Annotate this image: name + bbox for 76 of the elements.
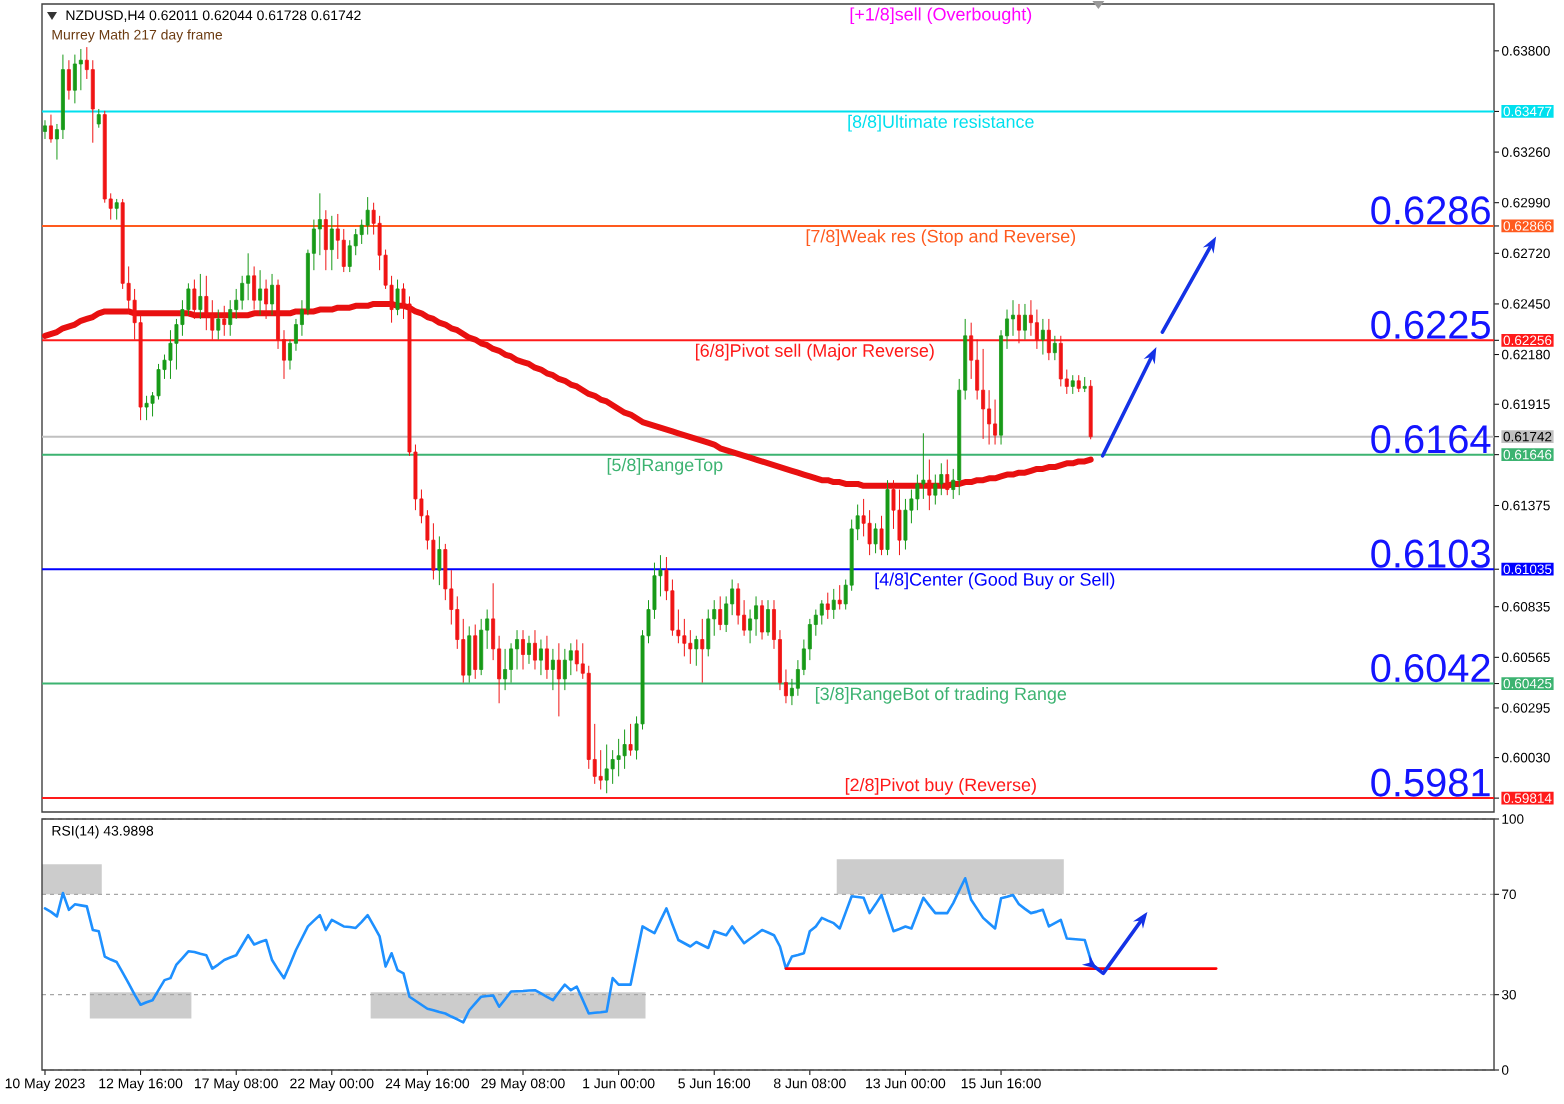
ref-line-label: [8/8]Ultimate resistance <box>848 114 1034 132</box>
candlestick <box>323 209 328 271</box>
candlestick <box>825 592 830 620</box>
ref-line-label: [5/8]RangeTop <box>607 458 723 475</box>
candlestick <box>724 595 729 633</box>
candlestick <box>395 279 400 316</box>
candlestick <box>556 642 561 717</box>
annotation: [+1/8]sell (Overbought) <box>850 7 1032 25</box>
candlestick <box>879 515 884 556</box>
candlestick <box>90 59 95 144</box>
candlestick <box>550 648 555 691</box>
candlestick <box>43 119 47 140</box>
candlestick <box>1070 374 1075 395</box>
candlestick <box>533 629 537 671</box>
candlestick <box>873 522 878 554</box>
candlestick <box>66 59 71 101</box>
candlestick <box>628 723 633 757</box>
annotation: 0.5981 <box>1371 768 1490 797</box>
candlestick <box>718 595 723 631</box>
candlestick <box>365 196 370 236</box>
candlestick <box>503 648 508 691</box>
candlestick <box>1040 318 1045 356</box>
candlestick <box>760 599 764 641</box>
candlestick <box>467 625 472 684</box>
candlestick <box>616 738 621 777</box>
candlestick <box>1017 303 1021 344</box>
candlestick <box>1052 335 1057 361</box>
candlestick <box>562 648 567 691</box>
candlestick <box>622 729 627 770</box>
candlestick <box>819 599 824 626</box>
candlestick <box>706 609 711 657</box>
candlestick <box>903 498 908 551</box>
candlestick <box>604 744 609 794</box>
candlestick <box>49 114 53 144</box>
candlestick <box>538 639 543 676</box>
candlestick <box>198 273 203 320</box>
candlestick <box>329 215 334 271</box>
candlestick <box>574 639 579 672</box>
candlestick <box>144 395 149 421</box>
candlestick <box>222 305 227 337</box>
candlestick <box>1058 335 1063 387</box>
candlestick <box>473 624 478 680</box>
ref-line-label: [4/8]Center (Good Buy or Sell) <box>875 572 1115 590</box>
candlestick <box>682 618 687 657</box>
candlestick <box>700 618 705 684</box>
annotation: 0.6286 <box>1371 196 1490 225</box>
candlestick <box>766 599 770 637</box>
candlestick <box>341 228 346 273</box>
candlestick <box>72 54 77 104</box>
candlestick <box>1023 303 1027 341</box>
candlestick <box>521 629 525 671</box>
candlestick <box>216 309 221 341</box>
ref-line-label: [7/8]Weak res (Stop and Reverse) <box>806 229 1076 247</box>
annotation: 0.6225 <box>1371 310 1490 339</box>
candlestick <box>114 198 119 221</box>
candlestick <box>544 635 549 680</box>
candlestick <box>694 635 699 667</box>
candlestick <box>258 269 263 316</box>
annotation: 0.6164 <box>1371 425 1491 454</box>
candlestick <box>837 584 842 611</box>
candlestick <box>437 535 442 586</box>
candlestick <box>479 618 484 676</box>
ref-line-label: [6/8]Pivot sell (Major Reverse) <box>695 343 934 361</box>
candlestick <box>96 108 101 129</box>
candlestick <box>527 635 531 665</box>
candlestick <box>754 595 759 637</box>
ref-line-label: [2/8]Pivot buy (Reverse) <box>845 778 1036 795</box>
candlestick <box>1046 318 1051 361</box>
annotation: 0.6042 <box>1371 653 1490 683</box>
candlestick <box>228 299 233 337</box>
candlestick <box>831 588 836 620</box>
candlestick <box>270 273 275 316</box>
ref-line-label: [3/8]RangeBot of trading Range <box>815 686 1067 704</box>
candlestick <box>568 642 573 676</box>
candlestick <box>981 348 986 440</box>
annotation: 0.6103 <box>1371 539 1490 568</box>
